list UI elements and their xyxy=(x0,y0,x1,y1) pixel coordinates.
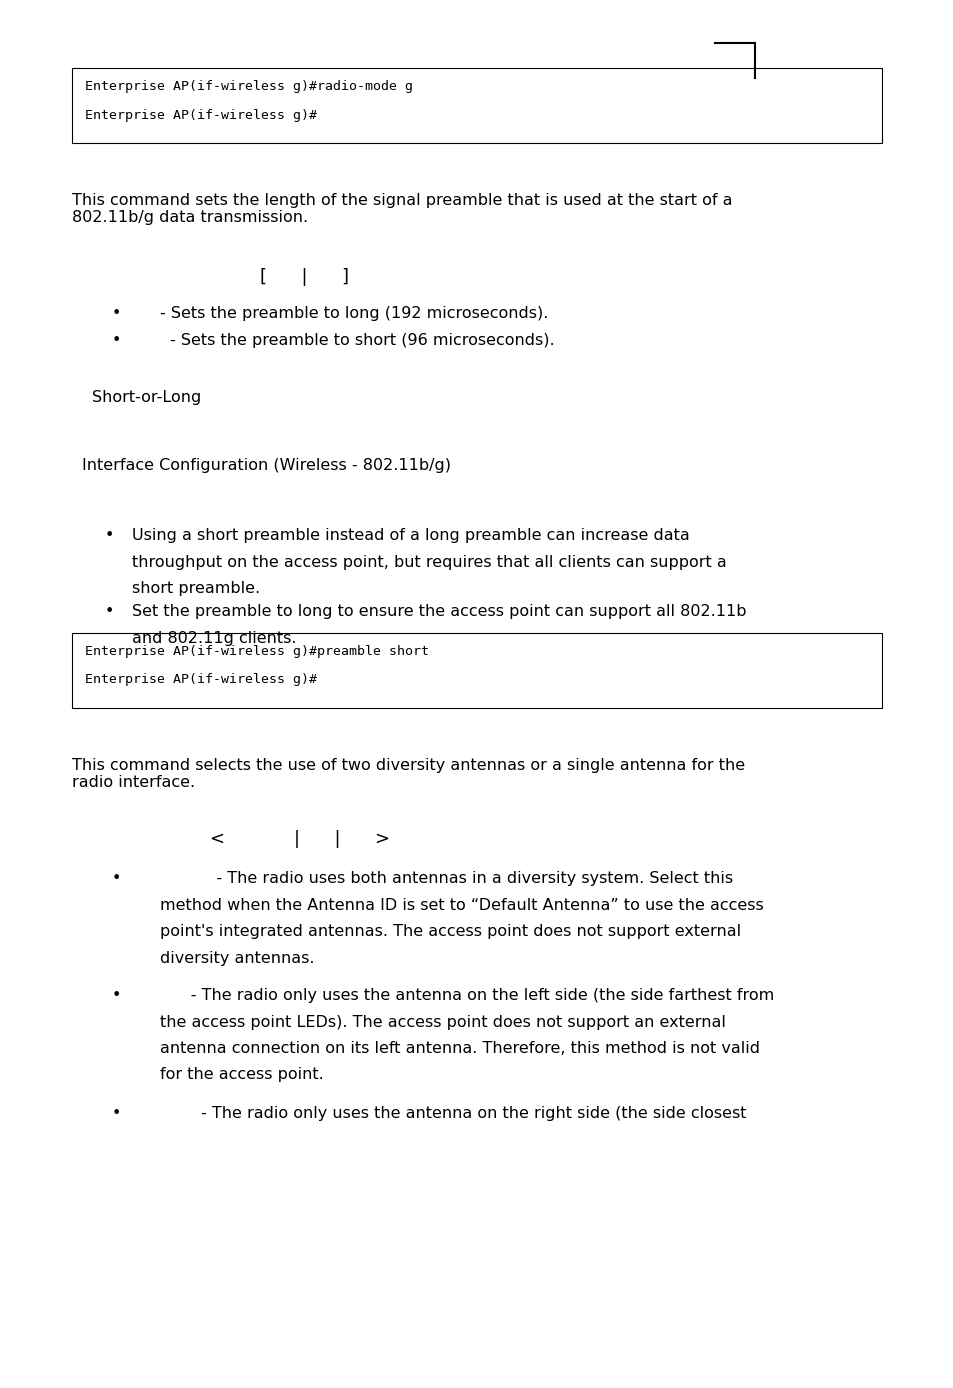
Text: Enterprise AP(if-wireless g)#preamble short: Enterprise AP(if-wireless g)#preamble sh… xyxy=(85,645,429,658)
Text: diversity antennas.: diversity antennas. xyxy=(160,951,314,966)
Text: - The radio only uses the antenna on the right side (the side closest: - The radio only uses the antenna on the… xyxy=(160,1106,745,1122)
Text: Enterprise AP(if-wireless g)#radio-mode g: Enterprise AP(if-wireless g)#radio-mode … xyxy=(85,81,413,93)
Text: •: • xyxy=(112,333,121,348)
Text: Using a short preamble instead of a long preamble can increase data: Using a short preamble instead of a long… xyxy=(132,527,689,543)
Text: and 802.11g clients.: and 802.11g clients. xyxy=(132,630,296,645)
Text: Interface Configuration (Wireless - 802.11b/g): Interface Configuration (Wireless - 802.… xyxy=(82,458,451,473)
Text: antenna connection on its left antenna. Therefore, this method is not valid: antenna connection on its left antenna. … xyxy=(160,1041,760,1056)
Text: throughput on the access point, but requires that all clients can support a: throughput on the access point, but requ… xyxy=(132,554,726,569)
Text: Enterprise AP(if-wireless g)#: Enterprise AP(if-wireless g)# xyxy=(85,673,316,687)
Text: [      |      ]: [ | ] xyxy=(260,268,349,286)
Text: Short-or-Long: Short-or-Long xyxy=(91,390,201,405)
Text: the access point LEDs). The access point does not support an external: the access point LEDs). The access point… xyxy=(160,1015,725,1030)
Text: Enterprise AP(if-wireless g)#: Enterprise AP(if-wireless g)# xyxy=(85,108,316,122)
Text: •: • xyxy=(112,988,121,1004)
Text: - The radio only uses the antenna on the left side (the side farthest from: - The radio only uses the antenna on the… xyxy=(160,988,774,1004)
Text: This command sets the length of the signal preamble that is used at the start of: This command sets the length of the sign… xyxy=(71,193,732,225)
Text: - The radio uses both antennas in a diversity system. Select this: - The radio uses both antennas in a dive… xyxy=(160,872,732,886)
Text: •: • xyxy=(112,1106,121,1122)
Text: point's integrated antennas. The access point does not support external: point's integrated antennas. The access … xyxy=(160,924,740,940)
Text: - Sets the preamble to long (192 microseconds).: - Sets the preamble to long (192 microse… xyxy=(160,305,548,321)
Text: •: • xyxy=(105,527,114,543)
Text: for the access point.: for the access point. xyxy=(160,1067,323,1083)
Text: •: • xyxy=(112,305,121,321)
Text: •: • xyxy=(105,604,114,619)
Text: <            |      |      >: < | | > xyxy=(210,830,390,848)
Text: - Sets the preamble to short (96 microseconds).: - Sets the preamble to short (96 microse… xyxy=(170,333,554,348)
Text: This command selects the use of two diversity antennas or a single antenna for t: This command selects the use of two dive… xyxy=(71,758,744,790)
Text: Set the preamble to long to ensure the access point can support all 802.11b: Set the preamble to long to ensure the a… xyxy=(132,604,745,619)
Text: method when the Antenna ID is set to “Default Antenna” to use the access: method when the Antenna ID is set to “De… xyxy=(160,898,763,912)
Text: short preamble.: short preamble. xyxy=(132,582,260,595)
Bar xyxy=(71,68,882,143)
Bar xyxy=(71,633,882,708)
Text: •: • xyxy=(112,872,121,886)
